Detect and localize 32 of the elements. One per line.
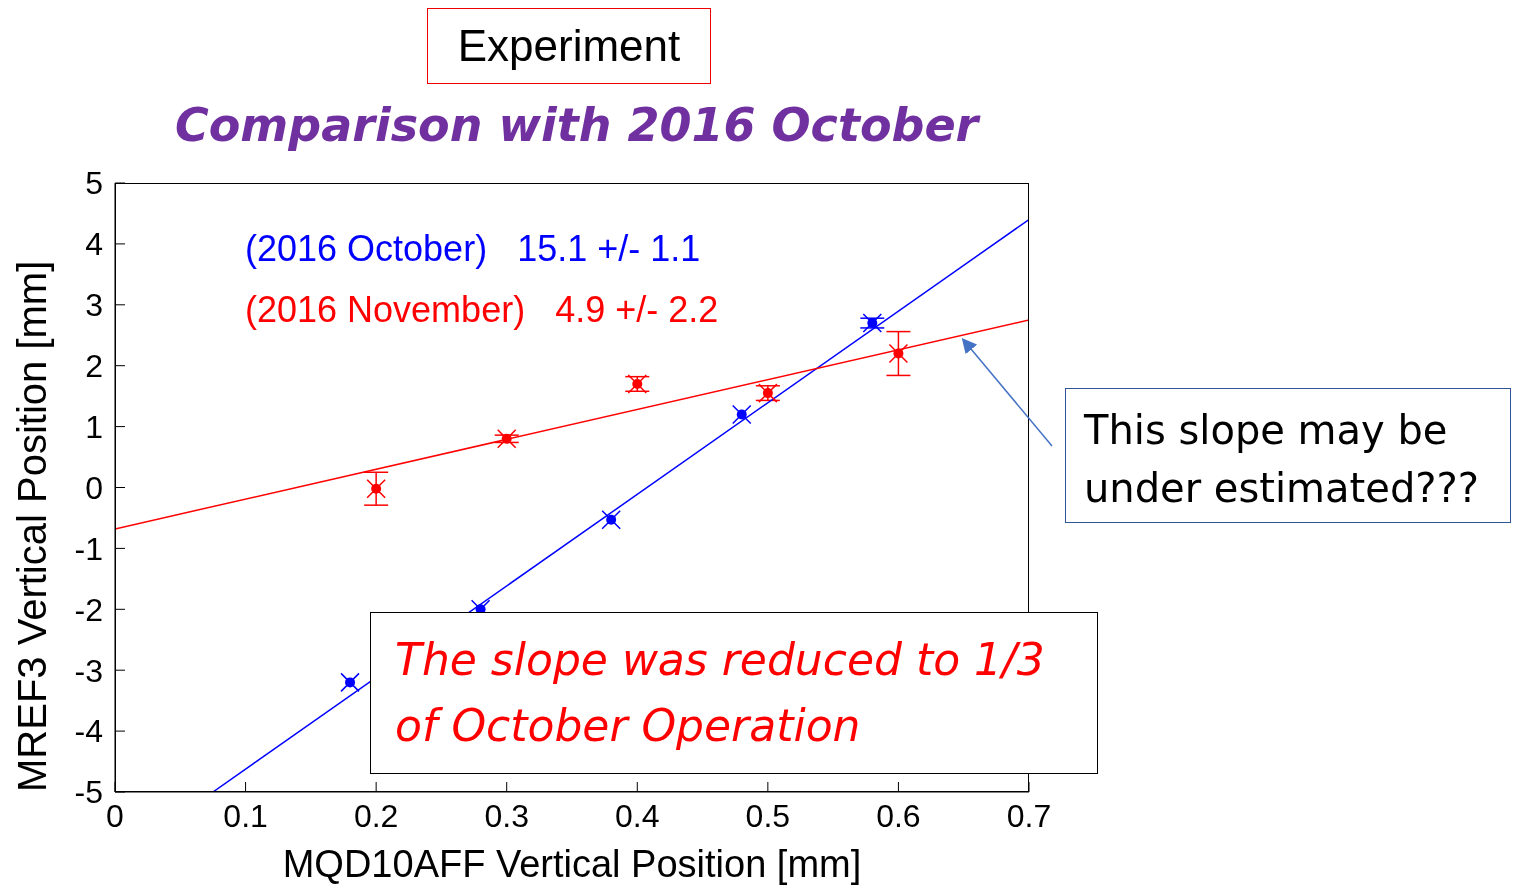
x-tick-label: 0.6 (876, 797, 921, 834)
annotation: This slope may be under estimated??? (1065, 388, 1511, 523)
x-tick-label: 0.5 (745, 797, 791, 834)
x-tick-label: 0.7 (1006, 797, 1052, 834)
point (496, 429, 517, 449)
y-tick-label: 4 (85, 226, 103, 263)
y-tick-label: 1 (85, 408, 103, 445)
point (340, 672, 360, 693)
x-tick-label: 0.4 (615, 797, 660, 834)
y-tick-label: 2 (85, 348, 103, 385)
y-tick-label: -3 (74, 652, 103, 689)
y-tick-label: -5 (74, 774, 103, 811)
x-tick-label: 0.2 (353, 797, 399, 834)
text: (2016 October) 15.1 +/- 1.1 (245, 227, 702, 271)
point (366, 478, 386, 499)
annotation: The slope was reduced to 1/3 of October Operation (370, 612, 1098, 774)
y-tick-label: -4 (74, 713, 103, 750)
series-label: (2016 November) 4.9 +/- 2.2 (245, 288, 719, 332)
point (601, 510, 621, 530)
y-tick-label: 0 (85, 469, 103, 506)
point (731, 404, 752, 425)
x-axis-title: MQD10AFF Vertical Position [mm] (281, 843, 863, 886)
x-tick-label: 0.3 (484, 797, 529, 834)
x-tick-label: 0.1 (223, 797, 268, 834)
y-tick-label: 3 (85, 287, 103, 324)
chart-title: Comparison with 2016 October (175, 98, 979, 152)
y-tick-label: 5 (85, 165, 103, 202)
y-tick-label: -2 (74, 591, 103, 628)
y-tick-label: -1 (74, 530, 103, 567)
text: Experiment (427, 8, 711, 84)
y-axis-title: MREF3 Vertical Position [mm] (10, 259, 55, 792)
point (888, 343, 909, 364)
